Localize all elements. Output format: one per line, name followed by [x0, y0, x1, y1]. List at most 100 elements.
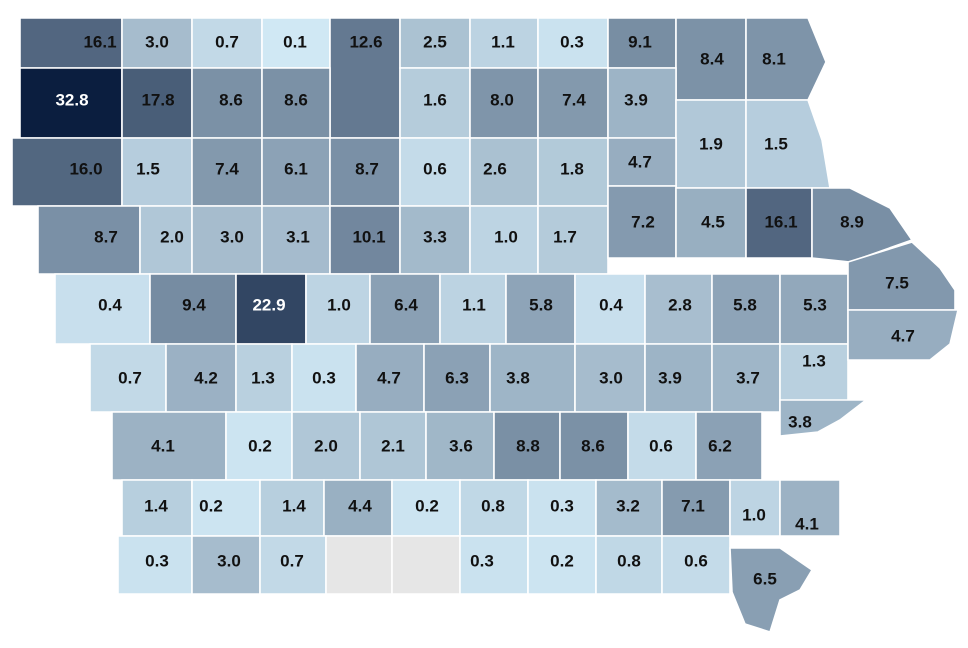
county-value-label: 0.2: [199, 496, 223, 515]
county-value-label: 7.2: [631, 212, 655, 231]
county-value-label: 8.6: [219, 90, 243, 109]
county-value-label: 7.4: [562, 90, 586, 109]
county-value-label: 4.7: [891, 326, 915, 345]
county-value-label: 1.4: [144, 496, 168, 515]
county-8-8: [661, 535, 731, 595]
county-value-label: 9.4: [182, 295, 206, 314]
county-value-label: 16.1: [764, 212, 797, 231]
county-value-label: 3.0: [599, 368, 623, 387]
county-value-label: 6.1: [284, 159, 308, 178]
county-value-label: 0.4: [599, 295, 623, 314]
county-8-9: [729, 547, 814, 634]
county-value-label: 3.0: [145, 32, 169, 51]
county-1-9: [745, 99, 831, 189]
county-value-label: 16.0: [69, 159, 102, 178]
county-value-label: 2.5: [423, 32, 447, 51]
county-value-label: 0.6: [649, 436, 673, 455]
county-value-label: 3.3: [423, 227, 447, 246]
county-value-label: 4.2: [194, 368, 218, 387]
county-value-label: 1.6: [423, 90, 447, 109]
county-layer: [11, 17, 960, 634]
county-value-label: 1.8: [560, 159, 584, 178]
county-value-label: 0.7: [118, 368, 142, 387]
county-value-label: 8.6: [284, 90, 308, 109]
county-value-label: 5.3: [803, 295, 827, 314]
county-value-label: 8.7: [94, 227, 118, 246]
county-value-label: 3.0: [220, 227, 244, 246]
county-value-label: 1.3: [251, 368, 275, 387]
county-value-label: 0.1: [283, 32, 307, 51]
county-value-label: 0.6: [684, 551, 708, 570]
county-value-label: 6.4: [394, 295, 418, 314]
county-value-label: 2.1: [381, 436, 405, 455]
county-value-label: 3.8: [788, 412, 812, 431]
county-value-label: 1.7: [553, 227, 577, 246]
county-3-11: [811, 187, 914, 263]
county-value-label: 0.3: [560, 32, 584, 51]
county-value-label: 0.2: [415, 496, 439, 515]
county-value-label: 0.2: [248, 436, 272, 455]
county-value-label: 0.3: [550, 496, 574, 515]
county-value-label: 32.8: [55, 90, 88, 109]
county-value-label: 6.5: [753, 569, 777, 588]
county-value-label: 5.8: [529, 295, 553, 314]
value-label-layer: 16.1 3.0 0.7 0.1 12.6 2.5 1.1 0.3 9.1 8.4 8.1 32.8 1…: [55, 32, 914, 588]
county-value-label: 7.1: [681, 496, 705, 515]
county-value-label: 3.8: [506, 368, 530, 387]
county-value-label: 10.1: [352, 227, 385, 246]
county-value-label: 4.1: [151, 436, 175, 455]
county-value-label: 3.6: [449, 436, 473, 455]
county-value-label: 1.0: [494, 227, 518, 246]
county-value-label: 0.6: [423, 159, 447, 178]
county-value-label: 4.7: [628, 152, 652, 171]
county-value-label: 6.2: [708, 436, 732, 455]
county-value-label: 8.8: [516, 436, 540, 455]
county-value-label: 6.3: [445, 368, 469, 387]
county-0-10: [745, 17, 827, 101]
county-value-label: 1.0: [327, 295, 351, 314]
county-value-label: 4.5: [701, 212, 725, 231]
county-value-label: 4.7: [377, 368, 401, 387]
county-value-label: 0.3: [145, 551, 169, 570]
county-value-label: 2.6: [483, 159, 507, 178]
county-value-label: 3.2: [616, 496, 640, 515]
county-value-label: 8.6: [581, 436, 605, 455]
county-value-label: 1.9: [699, 134, 723, 153]
county-6-9: [779, 399, 869, 437]
county-5-6: [489, 343, 576, 413]
county-5-11: [847, 309, 960, 361]
county-value-label: 17.8: [141, 90, 174, 109]
county-value-label: 7.4: [215, 159, 239, 178]
county-value-label: 5.8: [733, 295, 757, 314]
county-value-label: 8.9: [840, 212, 864, 231]
county-value-label: 8.1: [762, 49, 786, 68]
county-8-4: [391, 535, 461, 595]
county-value-label: 0.3: [470, 551, 494, 570]
county-value-label: 4.1: [795, 514, 819, 533]
county-value-label: 1.0: [742, 505, 766, 524]
county-value-label: 1.3: [802, 351, 826, 370]
county-value-label: 8.4: [700, 49, 724, 68]
county-value-label: 0.2: [550, 551, 574, 570]
county-8-3: [325, 535, 393, 595]
county-value-label: 8.7: [355, 159, 379, 178]
county-2-0: [11, 137, 123, 207]
county-value-label: 3.9: [624, 90, 648, 109]
county-value-label: 22.9: [252, 295, 285, 314]
county-value-label: 7.5: [885, 273, 909, 292]
county-3-0: [37, 205, 141, 275]
county-value-label: 3.0: [217, 551, 241, 570]
county-value-label: 1.1: [462, 295, 486, 314]
county-value-label: 0.8: [481, 496, 505, 515]
county-value-label: 1.5: [136, 159, 160, 178]
county-value-label: 8.0: [490, 90, 514, 109]
county-value-label: 2.0: [314, 436, 338, 455]
county-value-label: 9.1: [628, 32, 652, 51]
county-value-label: 0.7: [215, 32, 239, 51]
county-value-label: 3.1: [286, 227, 310, 246]
county-value-label: 0.7: [280, 551, 304, 570]
county-value-label: 4.4: [348, 496, 372, 515]
county-7-10: [779, 479, 841, 537]
county-value-label: 1.4: [282, 496, 306, 515]
